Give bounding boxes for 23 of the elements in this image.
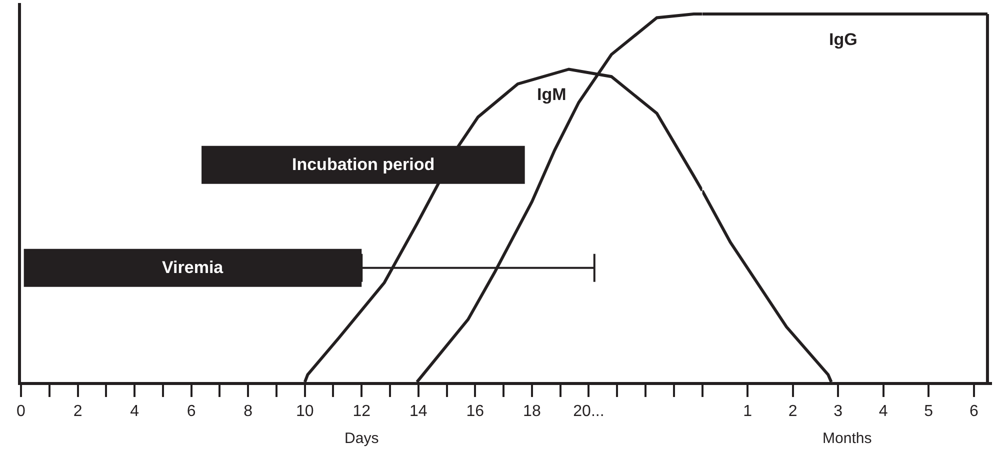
x-tick-label: 8 [244,403,253,420]
x-tick-label: 6 [186,403,196,420]
series-label: IgM [537,85,566,104]
x-tick-label: 0 [16,403,26,420]
x-axis-title: Days [344,430,379,448]
x-tick-label: 20... [573,403,604,420]
x-tick-label: 1 [743,403,752,420]
x-tick-label: 4 [878,403,888,420]
x-tick-label: 14 [410,403,428,420]
x-tick-label: 18 [523,403,541,420]
x-tick-label: 10 [296,403,314,420]
series-label: IgG [829,30,858,49]
x-tick-label: 4 [130,403,140,420]
x-axis-title: Months [822,430,872,448]
x-tick-label: 3 [834,403,843,420]
x-tick-label: 2 [788,403,798,420]
x-tick-label: 2 [73,403,82,420]
x-tick-label: 5 [924,403,934,420]
x-tick-label: 12 [352,403,371,420]
x-tick-label: 6 [969,403,978,420]
series-label: Incubation period [292,155,435,174]
x-tick-label: 16 [466,403,484,420]
series-label: Viremia [162,258,224,277]
